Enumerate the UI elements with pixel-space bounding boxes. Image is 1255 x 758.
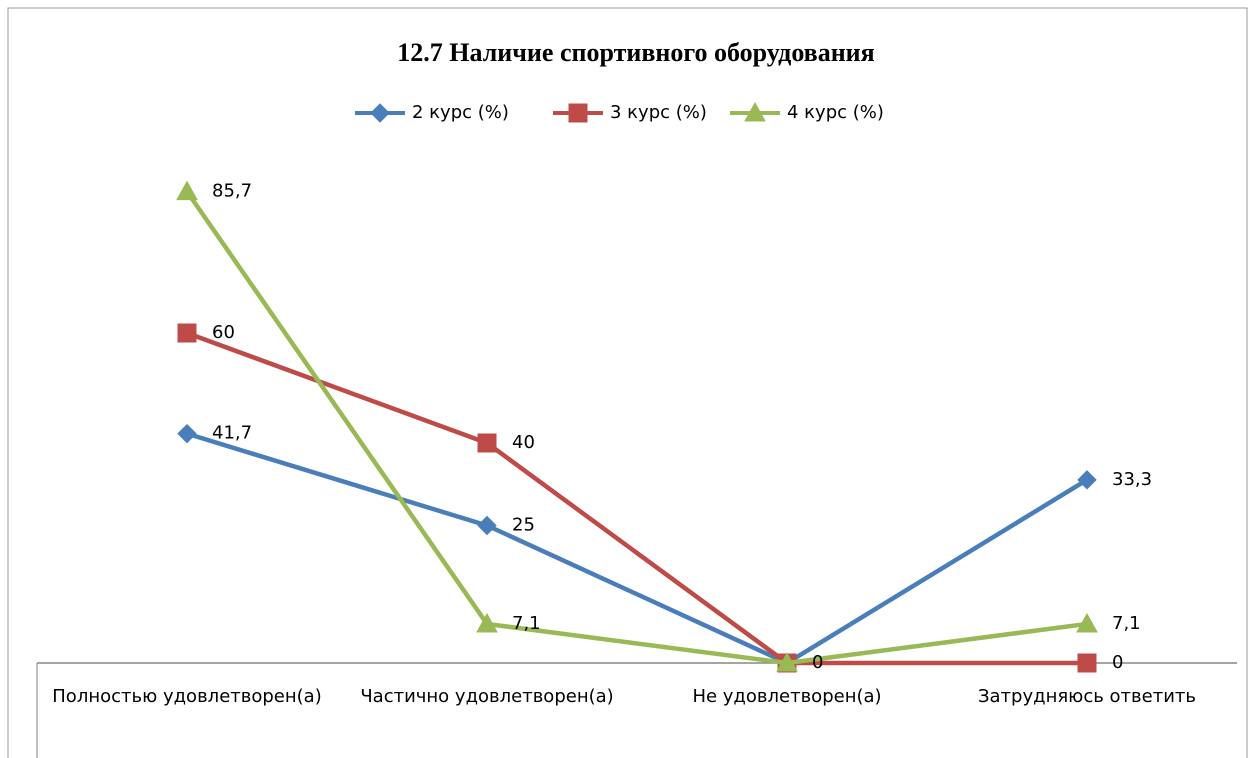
legend-label: 2 курс (%) — [412, 102, 509, 123]
chart-title: 12.7 Наличие спортивного оборудования — [397, 38, 874, 67]
x-tick-label: Частично удовлетворен(а) — [360, 686, 613, 707]
legend-marker — [744, 101, 766, 122]
series-line — [185, 190, 1088, 666]
legend-marker — [568, 103, 588, 123]
point-marker — [477, 433, 497, 453]
point-marker — [476, 612, 498, 633]
point-marker — [1077, 653, 1097, 673]
data-label: 41,7 — [212, 423, 252, 444]
point-marker — [477, 515, 497, 536]
chart-border — [7, 7, 1248, 758]
data-label: 33,3 — [1112, 469, 1152, 490]
data-label: 85,7 — [212, 181, 252, 202]
legend-label: 4 курс (%) — [787, 102, 884, 123]
data-label: 40 — [512, 432, 535, 453]
legend-label: 3 курс (%) — [610, 102, 707, 123]
x-tick-label: Затрудняюсь ответить — [978, 686, 1196, 707]
legend-marker — [370, 103, 390, 123]
series-line — [186, 431, 1089, 666]
data-label: 25 — [512, 515, 535, 536]
point-marker — [177, 323, 197, 343]
data-label: 60 — [212, 322, 235, 343]
point-marker — [1076, 612, 1098, 633]
series-line — [186, 330, 1087, 666]
data-label: 0 — [1112, 652, 1123, 673]
data-label: 7,1 — [512, 613, 541, 634]
x-tick-label: Полностью удовлетворен(а) — [52, 686, 321, 707]
point-marker — [776, 651, 798, 672]
data-label: 7,1 — [1112, 613, 1141, 634]
point-marker — [1077, 470, 1097, 490]
data-label: 0 — [812, 652, 823, 673]
point-marker — [176, 180, 198, 201]
x-tick-label: Не удовлетворен(а) — [692, 686, 881, 707]
point-marker — [177, 423, 197, 444]
